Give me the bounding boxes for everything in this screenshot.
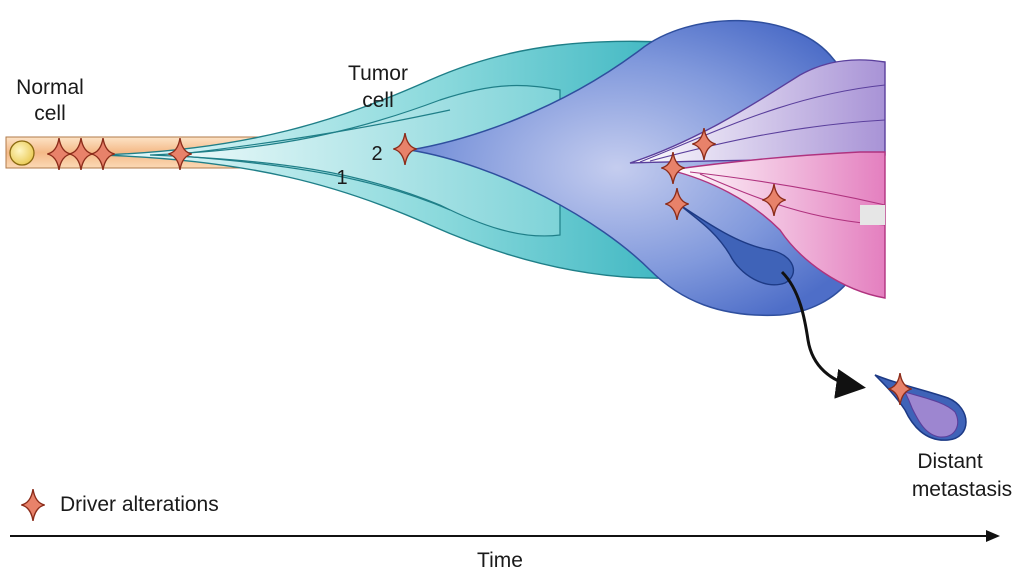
pink-gap [860, 205, 885, 225]
normal-cell-icon [9, 140, 35, 166]
normal-cell-label-1: Normal [16, 76, 84, 99]
tumor-cell-label-1: Tumor [348, 62, 408, 85]
clone-1-line [179, 155, 451, 211]
legend-driver-alterations: Driver alterations [60, 493, 219, 516]
subclone-purple-line-2 [649, 119, 886, 162]
distant-metastasis-label-1: Distant [917, 450, 983, 473]
normal-cell-label-2: cell [34, 102, 66, 125]
time-axis-label: Time [477, 549, 523, 572]
subclone-purple-line-1 [639, 84, 886, 163]
legend-star-icon [20, 488, 46, 522]
metastasis-arrow [780, 270, 866, 399]
subclone-pink-line-2 [699, 173, 886, 226]
tumor-cell-label-2: cell [362, 89, 394, 112]
time-axis-arrowhead [986, 530, 1000, 542]
clone-2-label: 2 [371, 143, 382, 165]
subclone-pink [669, 151, 886, 299]
clone-1-label: 1 [336, 167, 347, 189]
distant-metastasis-label-2: metastasis [912, 478, 1012, 501]
metastatic-clone [679, 204, 795, 286]
clone-2-line [179, 109, 451, 155]
subclone-pink-line-1 [689, 171, 886, 206]
distant-metastasis-inner [903, 391, 959, 438]
